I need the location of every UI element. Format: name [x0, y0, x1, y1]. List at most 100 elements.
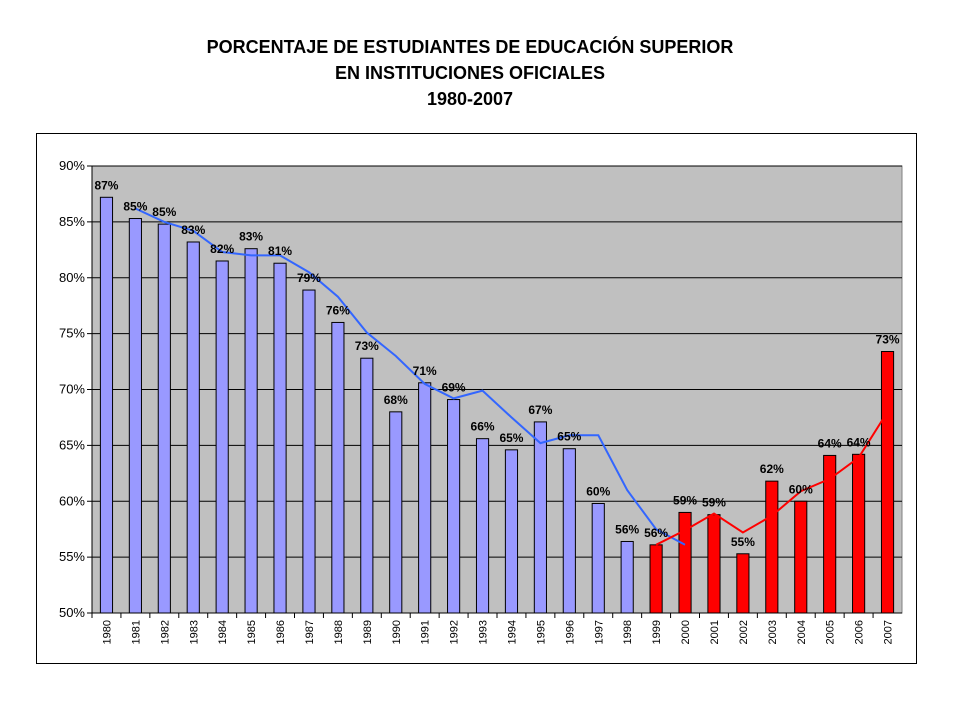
y-tick-label: 75%	[59, 326, 85, 341]
x-tick-label-1997: 1997	[593, 620, 605, 644]
y-tick-label: 85%	[59, 214, 85, 229]
data-label-1990: 68%	[384, 393, 408, 407]
y-tick-label: 90%	[59, 158, 85, 173]
x-tick-label-2002: 2002	[738, 620, 750, 644]
y-tick-label: 65%	[59, 437, 85, 452]
x-tick-label-1991: 1991	[420, 620, 432, 644]
y-tick-label: 80%	[59, 270, 85, 285]
x-tick-label-2001: 2001	[709, 620, 721, 644]
x-tick-label-1983: 1983	[188, 620, 200, 644]
data-label-1999: 56%	[644, 526, 668, 540]
bar-1993	[475, 438, 490, 614]
x-tick-label-2005: 2005	[825, 620, 837, 644]
data-label-2000: 59%	[673, 493, 697, 507]
data-label-1982: 85%	[152, 205, 176, 219]
bar-1984	[215, 260, 229, 614]
x-tick-label-1998: 1998	[622, 620, 634, 644]
x-tick-label-1995: 1995	[535, 620, 547, 644]
chart-title: PORCENTAJE DE ESTUDIANTES DE EDUCACIÓN S…	[0, 34, 940, 112]
title-line-2: EN INSTITUCIONES OFICIALES	[334, 63, 606, 83]
bar-1981	[128, 218, 142, 614]
x-tick-label-1986: 1986	[275, 620, 287, 644]
x-tick-label-2007: 2007	[883, 620, 895, 644]
x-tick-label-2003: 2003	[767, 620, 779, 644]
data-label-2004: 60%	[789, 482, 813, 496]
data-label-1988: 76%	[326, 303, 350, 317]
data-label-1997: 60%	[586, 484, 610, 498]
title-line-1: PORCENTAJE DE ESTUDIANTES DE EDUCACIÓN S…	[206, 37, 734, 57]
data-label-1993: 66%	[471, 420, 495, 434]
data-label-2006: 64%	[847, 435, 871, 449]
x-tick-label-2006: 2006	[854, 620, 866, 644]
bar-1985	[244, 248, 258, 614]
data-label-1980: 87%	[94, 178, 118, 192]
data-label-1995: 67%	[528, 403, 552, 417]
bar-2002	[736, 553, 750, 614]
bar-2007	[880, 351, 895, 614]
bar-1998	[620, 540, 634, 614]
data-label-2003: 62%	[760, 462, 784, 476]
data-label-1987: 79%	[297, 271, 321, 285]
x-tick-label-2004: 2004	[796, 620, 808, 644]
bar-1997	[591, 502, 605, 614]
bar-1994	[504, 449, 519, 614]
data-label-1989: 73%	[355, 339, 379, 353]
y-tick-label: 70%	[59, 382, 85, 397]
x-tick-label-2000: 2000	[680, 620, 692, 644]
x-tick-label-1996: 1996	[564, 620, 576, 644]
bar-1992	[447, 399, 461, 614]
data-label-2007: 73%	[876, 333, 900, 347]
data-label-1998: 56%	[615, 522, 639, 536]
data-label-1986: 81%	[268, 244, 292, 258]
data-label-2001: 59%	[702, 496, 726, 510]
bar-2001	[707, 514, 721, 614]
data-label-1984: 82%	[210, 242, 234, 256]
trend-line-late	[655, 411, 889, 546]
bar-1995	[533, 421, 547, 614]
data-label-1981: 85%	[123, 200, 147, 214]
data-label-2002: 55%	[731, 535, 755, 549]
x-tick-label-1989: 1989	[362, 620, 374, 644]
trend-line-early	[134, 207, 686, 546]
y-tick-label: 55%	[59, 549, 85, 564]
bar-1982	[157, 223, 171, 614]
bar-1999	[649, 544, 663, 614]
x-tick-label-1984: 1984	[217, 620, 229, 644]
x-tick-label-1987: 1987	[304, 620, 316, 644]
data-label-1985: 83%	[239, 230, 263, 244]
bar-2004	[794, 500, 808, 614]
bar-1986	[273, 262, 287, 614]
data-label-1992: 69%	[442, 381, 466, 395]
x-tick-label-1982: 1982	[159, 620, 171, 644]
y-tick-label: 50%	[59, 605, 85, 620]
bar-2000	[678, 511, 692, 614]
x-tick-label-1992: 1992	[449, 620, 461, 644]
data-label-1994: 65%	[499, 431, 523, 445]
data-label-1983: 83%	[181, 223, 205, 237]
bar-1988	[331, 321, 345, 614]
x-tick-label-1985: 1985	[246, 620, 258, 644]
title-line-3: 1980-2007	[426, 89, 514, 109]
data-label-1996: 65%	[557, 430, 581, 444]
bar-1983	[186, 241, 200, 614]
bar-1991	[418, 382, 432, 614]
x-tick-label-1988: 1988	[333, 620, 345, 644]
bar-2006	[852, 453, 866, 614]
bar-1996	[562, 448, 576, 614]
bar-2005	[823, 454, 837, 614]
bar-2003	[765, 480, 779, 614]
data-label-1991: 71%	[413, 364, 437, 378]
x-tick-label-1994: 1994	[506, 620, 518, 644]
x-tick-label-1990: 1990	[391, 620, 403, 644]
x-tick-label-1999: 1999	[651, 620, 663, 644]
bar-1989	[360, 357, 374, 614]
y-tick-label: 60%	[59, 493, 85, 508]
x-tick-label-1981: 1981	[130, 620, 142, 644]
bar-1990	[389, 411, 403, 614]
x-tick-label-1993: 1993	[478, 620, 490, 644]
data-label-2005: 64%	[818, 436, 842, 450]
bar-1980	[99, 196, 114, 614]
x-tick-label-1980: 1980	[101, 620, 113, 644]
bar-1987	[302, 289, 316, 614]
